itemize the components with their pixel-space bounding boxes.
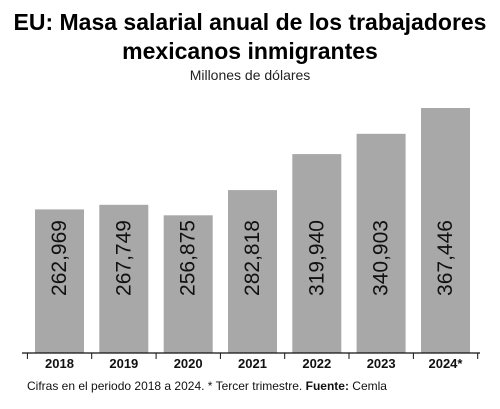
bars-group	[35, 108, 470, 353]
value-label-2021: 282,818	[241, 220, 264, 296]
x-tick-label-2024*: 2024*	[428, 356, 463, 371]
value-label-2022: 319,940	[305, 220, 328, 296]
x-axis-ticks	[26, 353, 479, 359]
value-label-2019: 267,749	[112, 220, 135, 296]
bar-2024*	[421, 108, 470, 353]
x-axis-labels: 2018 2019 2020 2021 2022 2023 2024*	[45, 356, 463, 371]
chart-title: EU: Masa salarial anual de los trabajado…	[13, 9, 487, 64]
x-tick-label-2023: 2023	[367, 356, 396, 371]
source-name: Cemla	[352, 379, 387, 393]
value-label-2023: 340,903	[370, 220, 393, 296]
bar-2019	[99, 204, 149, 353]
x-tick-label-2018: 2018	[45, 356, 74, 371]
chart-subtitle: Millones de dólares	[189, 67, 311, 83]
x-tick-label-2021: 2021	[238, 356, 267, 371]
value-label-2018: 262,969	[48, 220, 71, 296]
x-tick-label-2020: 2020	[174, 356, 203, 371]
bar-2020	[163, 215, 213, 353]
footnote-text: Cifras en el periodo 2018 a 2024. * Terc…	[27, 379, 303, 393]
bar-2018	[35, 209, 84, 353]
x-tick-label-2019: 2019	[109, 356, 138, 371]
source-label: Fuente:	[305, 379, 349, 393]
value-label-2020: 256,875	[177, 220, 200, 296]
footnote: Cifras en el periodo 2018 a 2024. * Terc…	[27, 379, 387, 393]
value-labels: 262,969 267,749 256,875 282,818 319,940 340,9…	[48, 220, 457, 296]
x-tick-label-2022: 2022	[302, 356, 331, 371]
bar-2022	[292, 154, 342, 353]
value-label-2024*: 367,446	[434, 220, 457, 296]
bar-2021	[228, 190, 277, 353]
bar-2023	[356, 133, 406, 353]
